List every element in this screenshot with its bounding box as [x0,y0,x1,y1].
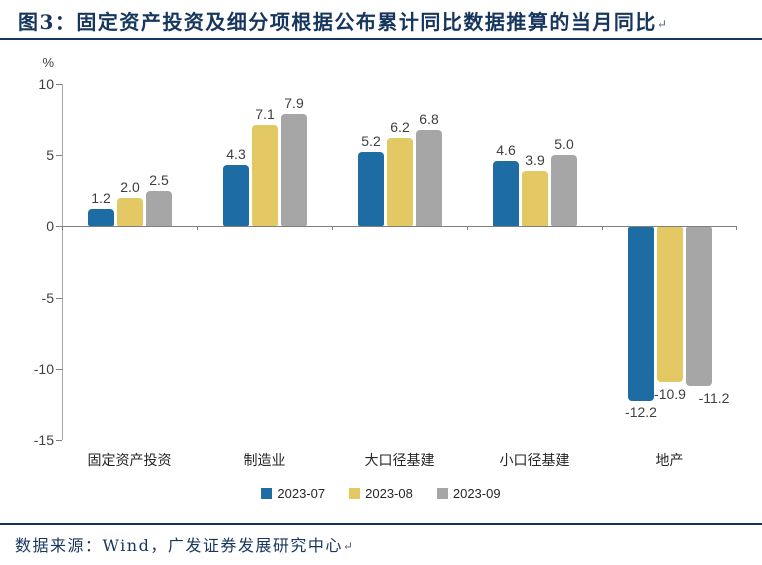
y-tick-label: -15 [33,432,54,448]
bar [223,165,249,226]
legend-item: 2023-08 [349,486,413,501]
bar [88,209,114,226]
value-label: 2.0 [120,179,140,195]
value-label: 7.9 [284,95,304,111]
value-label: 5.2 [361,133,381,149]
x-axis-baseline [62,226,737,227]
category-label: 固定资产投资 [87,452,172,468]
legend-swatch [436,487,448,499]
x-axis-tick [332,226,333,230]
value-label: 7.1 [255,106,275,122]
y-tick-label: -5 [41,290,54,306]
y-axis-tick [56,440,62,441]
x-axis-tick [62,226,63,230]
y-axis-tick [56,298,62,299]
x-axis-tick [197,226,198,230]
value-label: 4.3 [226,146,246,162]
y-tick-label: -10 [33,361,54,377]
legend-item: 2023-07 [261,486,325,501]
bar [252,125,278,226]
bar [628,227,654,401]
bar [551,155,577,226]
category-label: 大口径基建 [364,452,435,468]
value-label: -11.2 [698,390,730,406]
figure-title: 图3：固定资产投资及细分项根据公布累计同比数据推算的当月同比↵ [18,6,748,35]
value-label: -10.9 [654,386,686,402]
value-label: -12.2 [625,404,657,420]
legend-swatch [261,487,273,499]
legend: 2023-07 2023-08 2023-09 [0,484,762,502]
y-axis-line [62,84,63,440]
bar [146,191,172,227]
data-source: 数据来源：Wind，广发证券发展研究中心↵ [15,532,755,556]
y-axis-tick [56,84,62,85]
bar [493,161,519,227]
bar [358,152,384,226]
value-label: 2.5 [149,172,169,188]
category-label: 制造业 [243,452,286,468]
y-axis-tick [56,226,62,227]
y-axis-tick [56,155,62,156]
category-label: 地产 [655,452,684,468]
x-axis-tick [602,226,603,230]
legend-label: 2023-09 [452,485,501,501]
x-axis-tick [736,226,737,230]
bar [657,227,683,382]
paragraph-mark-icon: ↵ [656,17,667,31]
title-divider [0,38,762,40]
y-tick-label: 0 [46,218,54,234]
value-label: 1.2 [91,190,111,206]
plot-area: 10 5 0 -5 -10 -15 1.2 2.0 2.5 固定资产投资 4.3 7.1 7.9 制造业 5… [34,76,737,468]
bar [416,130,442,227]
legend-label: 2023-07 [277,485,326,501]
paragraph-mark-icon: ↵ [342,539,353,553]
x-axis-tick [467,226,468,230]
value-label: 5.0 [554,136,574,152]
legend-item: 2023-09 [436,485,501,501]
bar [686,227,712,386]
value-label: 6.8 [419,111,439,127]
value-label: 6.2 [390,119,410,135]
footer-divider [0,523,762,525]
category-label: 小口径基建 [499,452,570,468]
bar [281,114,307,226]
value-label: 3.9 [525,152,545,168]
y-axis-unit-label: % [42,55,54,70]
bar [117,198,143,226]
legend-swatch [349,487,361,499]
y-axis-tick [56,369,62,370]
value-label: 4.6 [496,142,516,158]
y-tick-label: 5 [46,147,54,163]
bar [522,171,548,227]
y-tick-label: 10 [38,76,54,92]
legend-label: 2023-08 [365,485,413,501]
figure-title-text: 图3：固定资产投资及细分项根据公布累计同比数据推算的当月同比 [18,10,657,34]
data-source-text: 数据来源：Wind，广发证券发展研究中心 [15,536,343,555]
bar [387,138,413,226]
